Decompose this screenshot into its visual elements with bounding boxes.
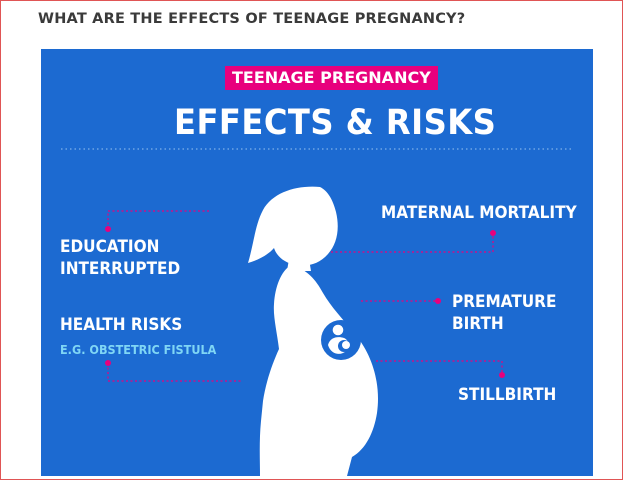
connector-education [107, 210, 209, 229]
connector-maternal-mortality [331, 233, 494, 253]
topic-badge: TEENAGE PREGNANCY [225, 66, 438, 90]
effect-premature-birth-line2: BIRTH [452, 314, 504, 334]
effect-stillbirth: STILLBIRTH [458, 385, 557, 405]
connector-stillbirth [376, 360, 503, 375]
effect-health-risks-example: E.G. OBSTETRIC FISTULA [60, 342, 217, 357]
connector-health-risks [107, 363, 241, 382]
effect-premature-birth-line1: PREMATURE [452, 292, 557, 312]
infographic-title: EFFECTS & RISKS [174, 103, 497, 143]
infographic-panel: TEENAGE PREGNANCY EFFECTS & RISKS EDUCAT… [41, 49, 593, 476]
connector-lines [107, 210, 503, 382]
infographic-graphics [41, 49, 593, 476]
pregnant-woman-silhouette-icon [248, 186, 378, 476]
effect-education-line2: INTERRUPTED [60, 259, 181, 279]
fetus-icon [321, 320, 361, 360]
effect-education-line1: EDUCATION [60, 237, 160, 257]
effect-health-risks: HEALTH RISKS [60, 315, 183, 335]
effect-maternal-mortality: MATERNAL MORTALITY [381, 203, 577, 223]
connector-dots [105, 226, 505, 378]
page-heading: WHAT ARE THE EFFECTS OF TEENAGE PREGNANC… [38, 11, 466, 27]
